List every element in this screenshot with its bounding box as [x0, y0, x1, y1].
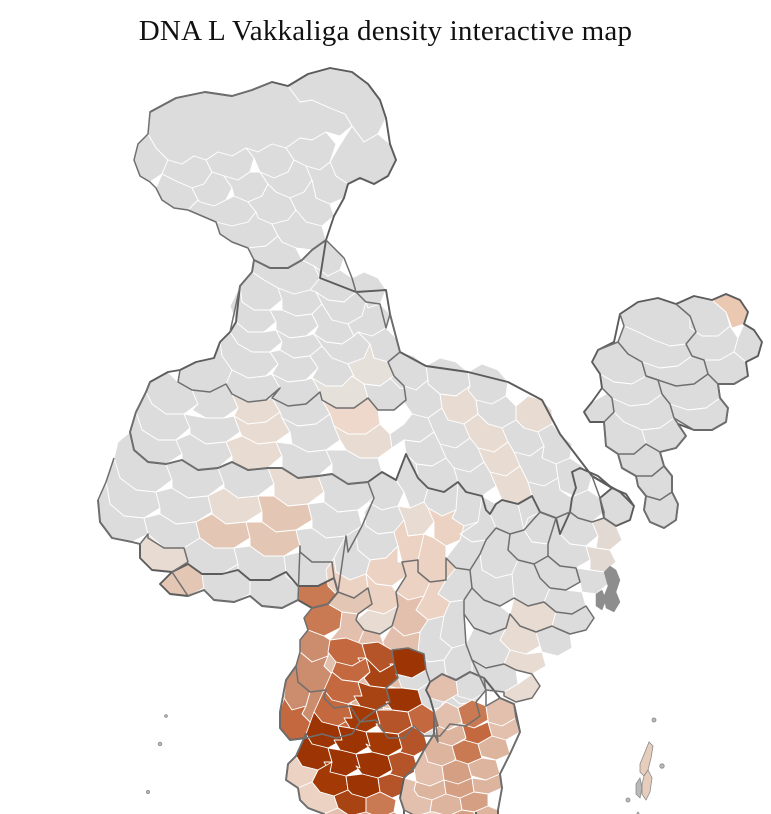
region-telangana-andhra[interactable]	[414, 672, 520, 800]
region-central[interactable]	[326, 454, 496, 684]
region-karnataka-hotspot[interactable]	[296, 638, 438, 814]
lakshadweep-islands[interactable]	[145, 714, 168, 795]
map-svg[interactable]	[0, 52, 771, 814]
region-northeast[interactable]	[584, 294, 762, 528]
region-south-peninsula[interactable]	[286, 756, 498, 814]
page-title: DNA L Vakkaliga density interactive map	[138, 15, 633, 47]
region-jammu-kashmir-ladakh[interactable]	[134, 68, 396, 268]
region-gujarat[interactable]	[98, 432, 374, 608]
region-rajasthan[interactable]	[130, 332, 406, 484]
state-borders	[98, 82, 748, 814]
region-northwest-plains[interactable]	[230, 240, 400, 364]
india-choropleth-map[interactable]	[0, 52, 771, 814]
sundarbans-delta	[595, 565, 621, 613]
region-east[interactable]	[464, 496, 622, 702]
andaman-nicobar-islands[interactable]	[625, 717, 665, 814]
